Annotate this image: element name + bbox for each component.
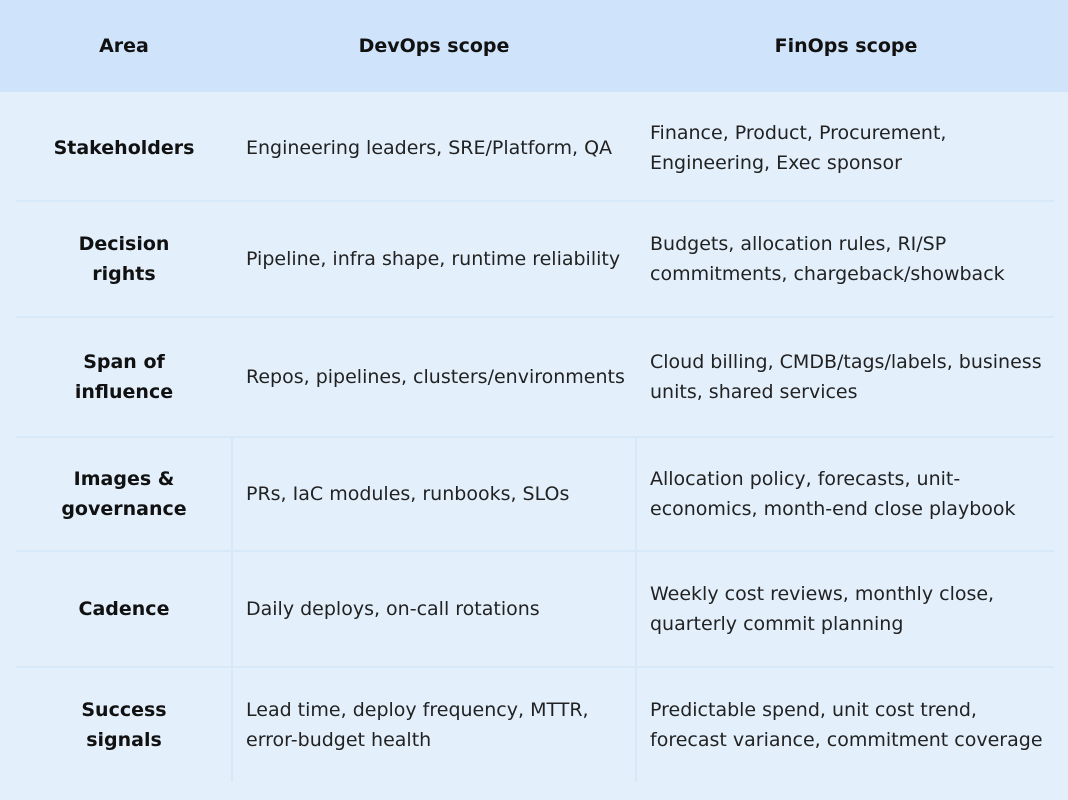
table-row: Stakeholders Engineering leaders, SRE/Pl… [16, 96, 1056, 200]
table-row: Cadence Daily deploys, on-call rotations… [16, 552, 1056, 666]
row-divider [16, 666, 1054, 668]
finops-cell: Budgets, allocation rules, RI/SP commitm… [650, 233, 1005, 285]
row-area-label: Cadence [78, 598, 170, 620]
finops-cell: Finance, Product, Procurement, Engineeri… [650, 122, 947, 174]
devops-cell: PRs, IaC modules, runbooks, SLOs [246, 483, 570, 505]
finops-cell: Cloud billing, CMDB/tags/labels, busines… [650, 351, 1042, 403]
devops-cell: Daily deploys, on-call rotations [246, 598, 540, 620]
table-row: Images & governance PRs, IaC modules, ru… [16, 438, 1056, 550]
column-separator [231, 438, 233, 782]
row-divider [16, 200, 1054, 202]
header-finops-scope: FinOps scope [774, 35, 918, 57]
row-divider [16, 436, 1054, 438]
row-area-label: Span of influence [74, 351, 174, 403]
header-devops-scope: DevOps scope [358, 35, 510, 57]
table-row: Span of influence Repos, pipelines, clus… [16, 318, 1056, 436]
column-separator [635, 438, 637, 782]
devops-cell: Lead time, deploy frequency, MTTR, error… [246, 699, 589, 751]
row-area-label: Images & governance [61, 468, 187, 520]
finops-cell: Allocation policy, forecasts, unit-econo… [650, 468, 1016, 520]
devops-cell: Pipeline, infra shape, runtime reliabili… [246, 248, 621, 270]
header-area: Area [99, 35, 149, 57]
row-area-label: Success signals [81, 699, 167, 751]
table-row: Decision rights Pipeline, infra shape, r… [16, 202, 1056, 316]
devops-cell: Engineering leaders, SRE/Platform, QA [246, 137, 613, 159]
finops-cell: Weekly cost reviews, monthly close, quar… [650, 583, 995, 635]
row-divider [16, 550, 1054, 552]
table-row: Success signals Lead time, deploy freque… [16, 668, 1056, 782]
devops-cell: Repos, pipelines, clusters/environments [246, 366, 625, 388]
row-divider [16, 316, 1054, 318]
finops-cell: Predictable spend, unit cost trend, fore… [650, 699, 1043, 751]
table-header: Area DevOps scope FinOps scope [0, 0, 1068, 92]
row-area-label: Stakeholders [53, 137, 195, 159]
row-area-label: Decision rights [78, 233, 170, 285]
